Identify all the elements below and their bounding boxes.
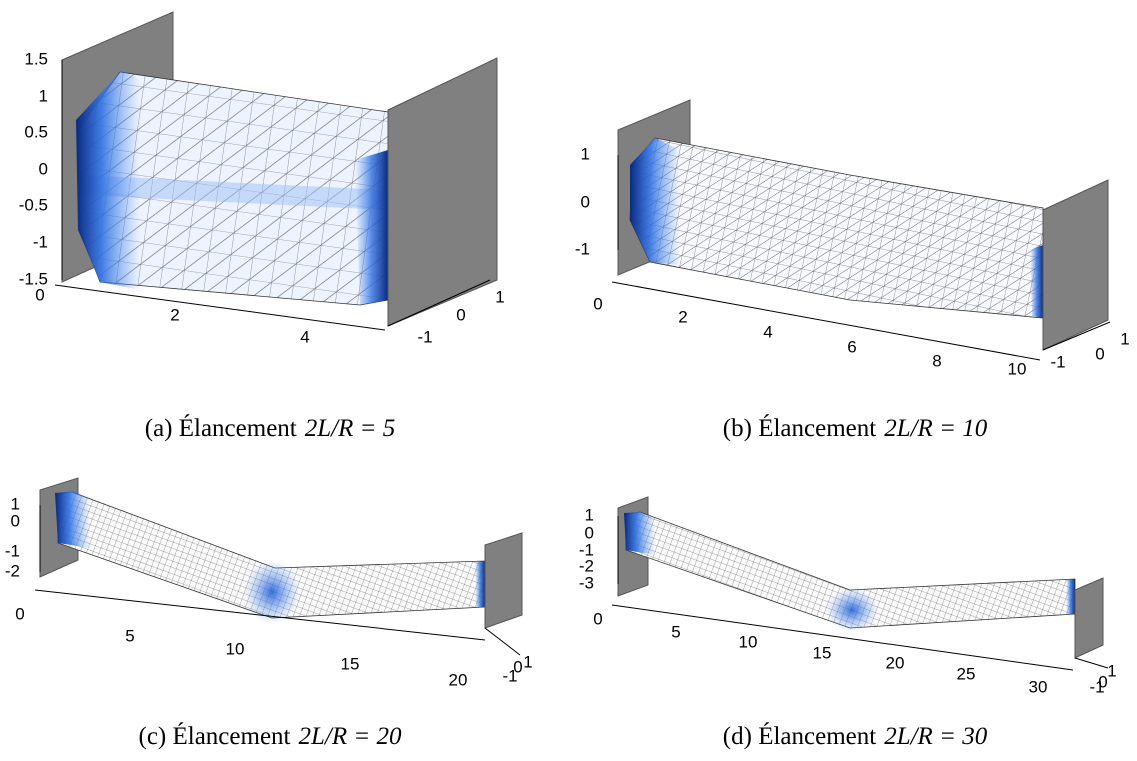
z-tick-label: 1: [11, 494, 20, 513]
z-tick-label: -1: [579, 540, 594, 559]
end-shade: [76, 70, 140, 290]
x-tick-label: 6: [847, 337, 856, 356]
z-tick-label: -2: [579, 556, 594, 575]
x-tick-label: 10: [739, 632, 758, 651]
y-tick-label: 1: [1107, 661, 1116, 680]
knee-shade: [826, 588, 878, 632]
caption-math: 2L/R = 5: [305, 415, 396, 442]
z-tick-label: -3: [579, 573, 594, 592]
x-axis: [611, 604, 1074, 671]
x-tick-label: 4: [763, 322, 772, 341]
x-axis: [34, 589, 486, 641]
right-wall: [484, 532, 523, 629]
shade-band: [80, 175, 388, 210]
z-tick-label: -0.5: [19, 195, 48, 214]
z-tick-label: 0: [581, 192, 590, 211]
right-wall: [387, 57, 498, 327]
y-axis: [1074, 657, 1109, 669]
z-tick-label: -1: [575, 239, 590, 258]
z-tick-label: -1.5: [19, 269, 48, 288]
end-shade: [1030, 245, 1043, 318]
x-tick-label: 20: [886, 653, 905, 672]
right-wall: [1074, 577, 1104, 659]
end-shade: [1066, 579, 1075, 615]
y-tick-label: 0: [456, 305, 465, 324]
y-tick-label: -1: [1050, 352, 1065, 371]
y-tick-label: -1: [1089, 677, 1104, 696]
caption-label: (a) Élancement: [145, 414, 297, 442]
y-axis: [387, 279, 491, 327]
z-tick-label: 1: [39, 86, 48, 105]
x-tick-label: 2: [170, 305, 179, 324]
z-tick-label: 1: [581, 144, 590, 163]
z-tick-label: 1: [585, 505, 594, 524]
y-tick-label: 1: [495, 287, 504, 306]
z-tick-label: 1.5: [24, 49, 48, 68]
z-tick-label: -1: [5, 541, 20, 560]
tube: [629, 137, 1044, 319]
x-tick-label: 0: [593, 609, 602, 628]
y-axis: [484, 627, 521, 656]
caption: (d) Élancement 2L/R = 30: [723, 722, 988, 750]
caption-label: (d) Élancement: [723, 722, 876, 750]
z-tick-label: 0.5: [24, 122, 48, 141]
y-axis: [1042, 321, 1111, 351]
z-tick-label: -2: [5, 561, 20, 580]
x-axis: [611, 281, 1041, 361]
caption-label: (c) Élancement: [139, 722, 291, 750]
y-tick-label: -1: [417, 327, 432, 346]
caption: (b) Élancement 2L/R = 10: [723, 414, 988, 442]
end-shade: [55, 491, 90, 548]
y-tick-label: -1: [502, 666, 517, 685]
x-tick-label: 15: [341, 654, 360, 673]
z-tick-label: 0: [585, 523, 594, 542]
y-tick-label: 1: [523, 652, 532, 671]
x-tick-label: 8: [932, 351, 941, 370]
x-tick-label: 5: [671, 622, 680, 641]
end-shade: [475, 561, 485, 608]
x-tick-label: 15: [813, 643, 832, 662]
x-tick-label: 25: [957, 664, 976, 683]
y-tick-label: 0: [1098, 672, 1107, 691]
end-shade: [630, 138, 680, 265]
caption-math: 2L/R = 30: [884, 723, 987, 750]
y-tick-label: 1: [1120, 329, 1129, 348]
caption: (a) Élancement 2L/R = 5: [145, 414, 396, 442]
caption-math: 2L/R = 10: [884, 415, 987, 442]
caption: (c) Élancement 2L/R = 20: [139, 722, 402, 750]
right-wall: [1042, 179, 1109, 351]
x-tick-label: 0: [15, 604, 24, 623]
x-tick-label: 0: [593, 294, 602, 313]
y-tick-label: 0: [1095, 344, 1104, 363]
z-tick-label: 0: [39, 159, 48, 178]
x-axis: [54, 284, 386, 331]
x-tick-label: 5: [125, 626, 134, 645]
knee-shade: [244, 560, 300, 624]
x-tick-label: 2: [678, 307, 687, 326]
x-tick-label: 0: [35, 285, 44, 304]
end-shade: [355, 150, 388, 305]
x-tick-label: 30: [1029, 677, 1048, 696]
x-tick-label: 10: [1008, 359, 1027, 378]
end-shade: [624, 512, 655, 555]
x-tick-label: 20: [449, 670, 468, 689]
y-tick-label: 0: [513, 657, 522, 676]
caption-label: (b) Élancement: [723, 414, 876, 442]
z-tick-label: -1: [33, 232, 48, 251]
x-tick-label: 10: [226, 639, 245, 658]
caption-math: 2L/R = 20: [299, 723, 402, 750]
x-tick-label: 4: [300, 327, 309, 346]
z-tick-label: 0: [11, 511, 20, 530]
